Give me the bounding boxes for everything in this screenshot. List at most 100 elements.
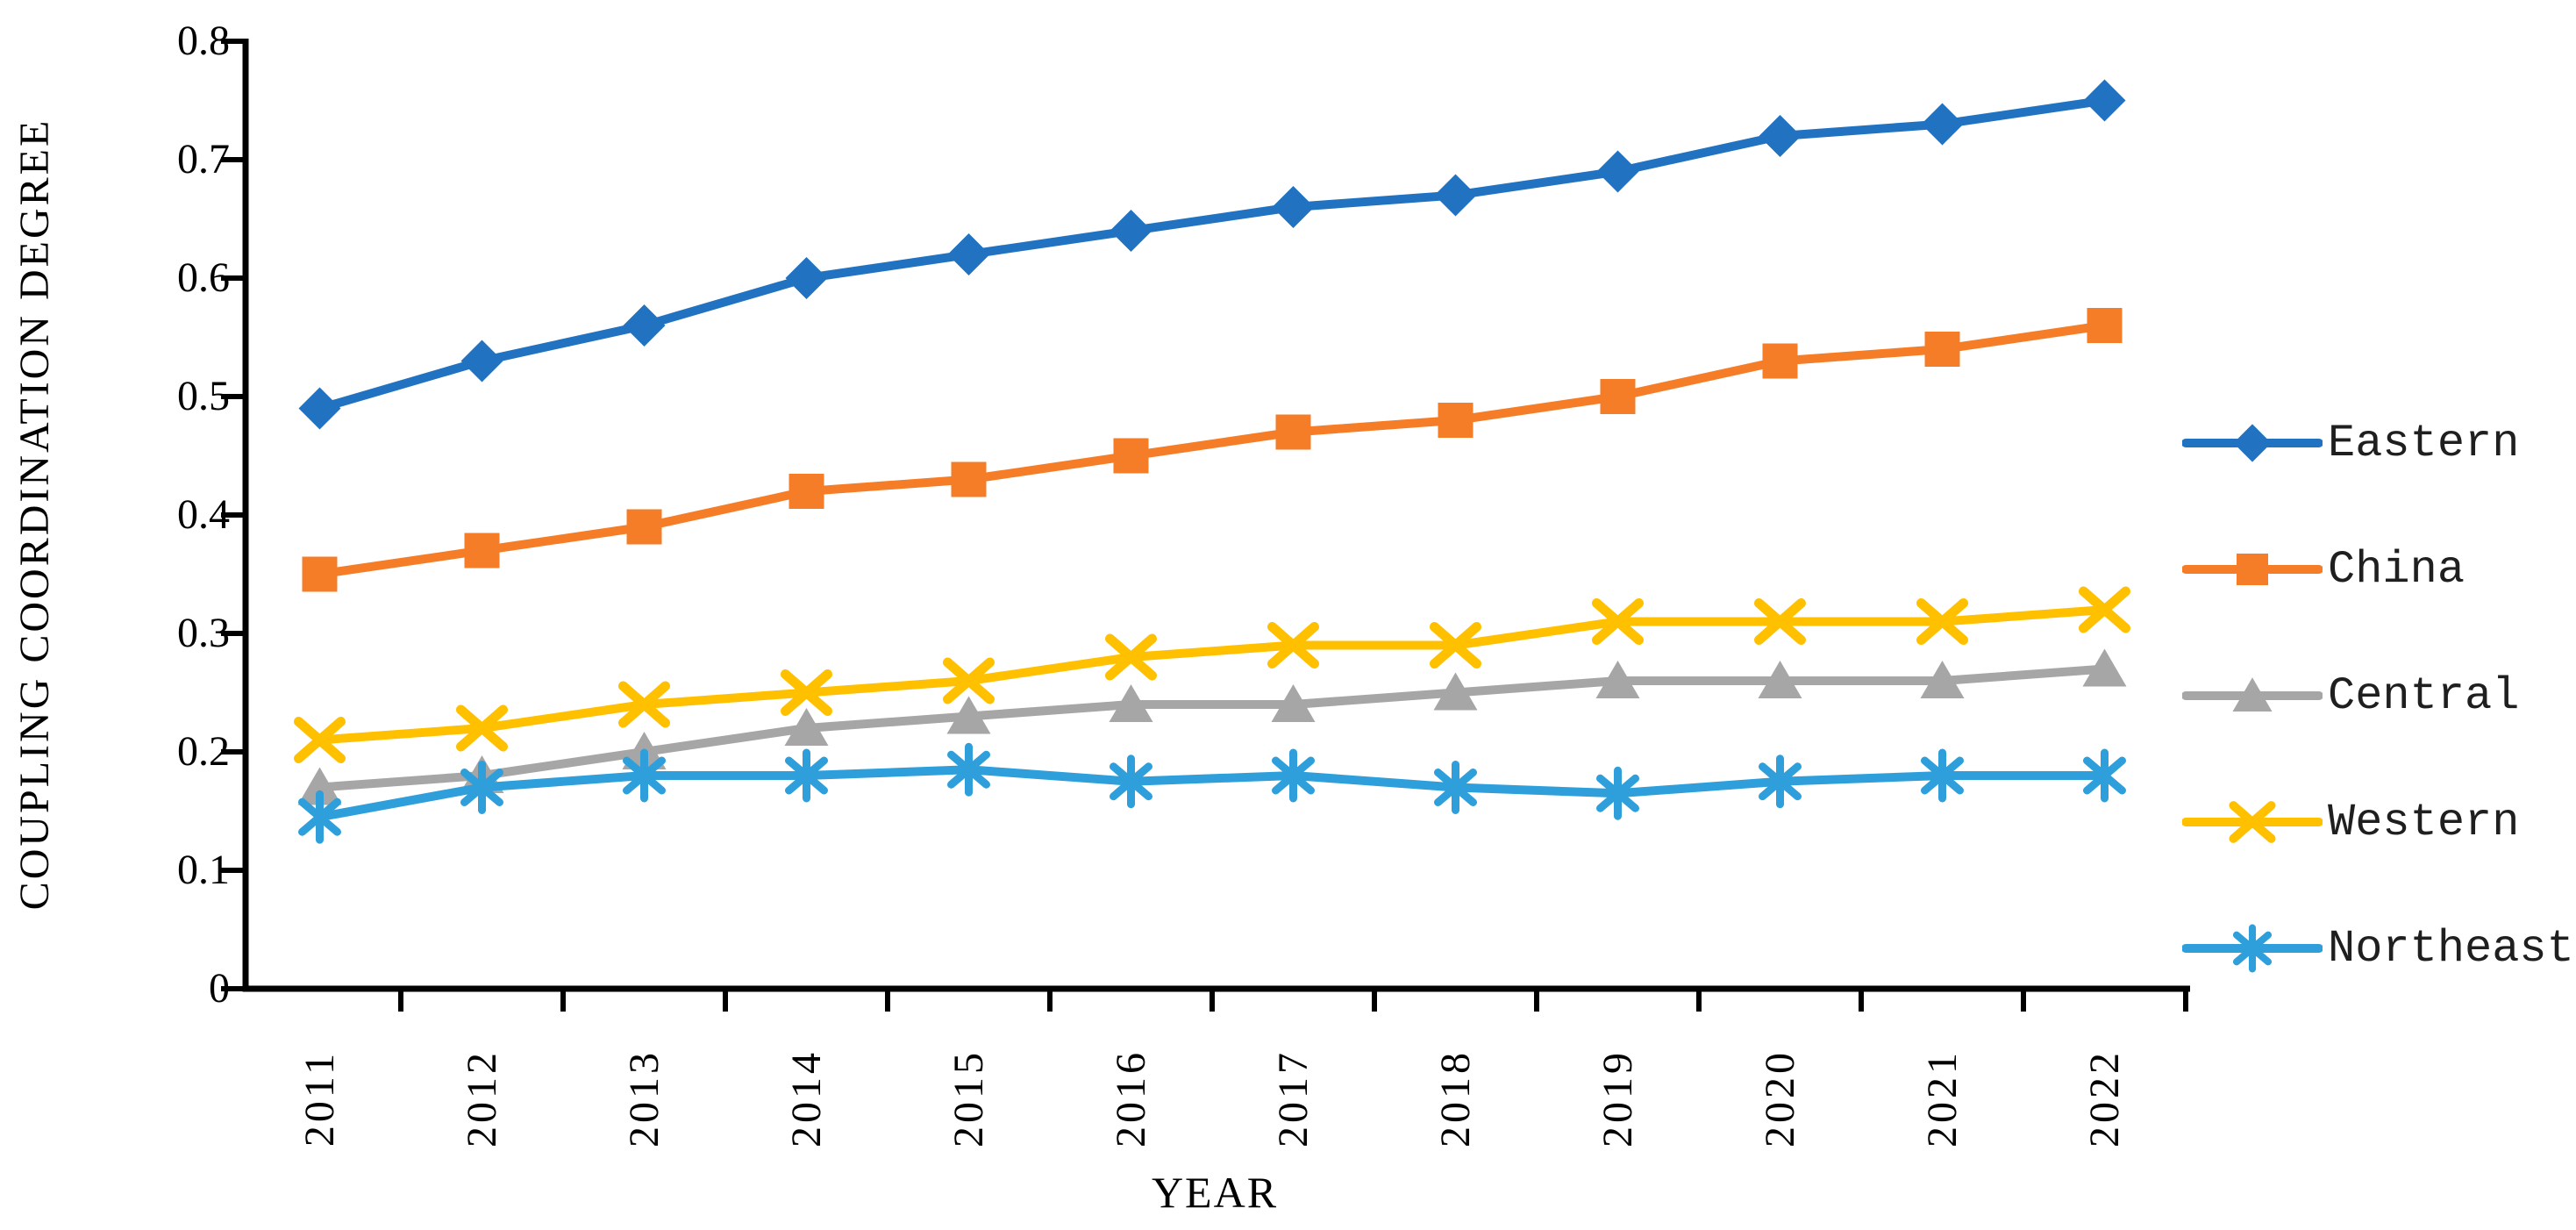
triangle-marker (1920, 661, 1965, 698)
triangle-marker (297, 767, 342, 805)
x-marker (1754, 598, 1806, 645)
legend-item-western: Western (2182, 794, 2519, 850)
x-tick-label-2019: 2019 (1594, 1049, 1641, 1148)
x-marker (1430, 622, 1481, 669)
square-marker (1762, 343, 1798, 379)
diamond-marker (1110, 210, 1152, 252)
asterisk-marker (1110, 754, 1152, 809)
diamond-marker (1921, 103, 1964, 146)
series-line-northeast (315, 765, 2109, 822)
diamond-marker (2083, 79, 2126, 122)
asterisk-marker (1759, 754, 1802, 809)
legend-item-china: China (2182, 541, 2465, 597)
asterisk-marker (1272, 748, 1315, 803)
x-marker (1105, 633, 1157, 681)
square-marker (788, 474, 824, 509)
series-line-central (315, 664, 2109, 792)
square-marker (1924, 332, 1960, 367)
square-marker (464, 533, 500, 569)
series-line-western (315, 605, 2109, 745)
y-tick-label: 0.8 (177, 18, 230, 64)
chart-legend: Eastern China Central Western Northeast (2182, 0, 2576, 1230)
y-tick-label: 0 (209, 965, 230, 1012)
asterisk-marker (1596, 766, 1639, 820)
square-marker (626, 509, 662, 545)
asterisk-marker (298, 790, 341, 844)
asterisk-marker (947, 742, 990, 797)
x-tick-label-2021: 2021 (1918, 1049, 1966, 1148)
x-marker (618, 681, 670, 728)
triangle-legend-swatch (2182, 677, 2323, 712)
square-marker (1275, 414, 1311, 450)
x-tick-label-2011: 2011 (296, 1049, 343, 1148)
x-marker (456, 704, 508, 752)
x-tick-label-2013: 2013 (620, 1049, 667, 1148)
triangle-marker (2232, 677, 2273, 712)
square-marker (1113, 438, 1149, 474)
y-axis-title: COUPLING COORDINATION DEGREE (11, 118, 58, 911)
x-legend-swatch (2182, 801, 2323, 843)
y-tick-label: 0.7 (177, 136, 230, 182)
triangle-marker (1433, 672, 1478, 711)
y-tick-label: 0.6 (177, 254, 230, 301)
x-marker (294, 717, 346, 763)
y-tick-label: 0.4 (177, 491, 230, 538)
asterisk-marker (785, 748, 828, 803)
series-line-china (315, 321, 2109, 579)
legend-label: China (2328, 543, 2465, 596)
legend-label: Eastern (2328, 417, 2520, 469)
square-marker (302, 556, 338, 592)
triangle-marker (946, 696, 991, 734)
asterisk-marker (2232, 924, 2273, 973)
triangle-marker (2082, 648, 2127, 687)
y-tick-label: 0.1 (177, 847, 230, 893)
square-marker (2237, 554, 2268, 585)
triangle-marker (1271, 684, 1316, 722)
legend-item-northeast: Northeast (2182, 920, 2574, 976)
triangle-marker (1109, 684, 1153, 722)
x-tick-label-2012: 2012 (458, 1049, 505, 1148)
asterisk-legend-swatch (2182, 924, 2323, 973)
axis-lines (242, 39, 2190, 992)
x-axis-title: YEAR (1151, 1168, 1279, 1217)
legend-label: Central (2328, 669, 2520, 722)
x-marker (1267, 622, 1319, 669)
square-marker (1600, 379, 1636, 414)
y-tick-label: 0.3 (177, 610, 230, 656)
diamond-marker (947, 233, 990, 275)
diamond-marker (1434, 174, 1477, 217)
diamond-marker (2233, 424, 2272, 462)
asterisk-marker (623, 748, 666, 803)
x-tick-label-2018: 2018 (1431, 1049, 1479, 1148)
diamond-marker (460, 340, 503, 383)
triangle-marker (1595, 661, 1640, 698)
diamond-marker (785, 257, 828, 299)
asterisk-marker (1434, 761, 1477, 814)
y-tick-label: 0.5 (177, 373, 230, 419)
series-line-eastern (315, 96, 2109, 413)
asterisk-marker (1921, 748, 1964, 803)
diamond-marker (1759, 115, 1802, 157)
diamond-marker (1272, 186, 1315, 228)
legend-label: Western (2328, 796, 2520, 848)
legend-item-central: Central (2182, 668, 2519, 724)
square-marker (2087, 308, 2123, 343)
x-marker (2229, 801, 2276, 843)
y-tick-label: 0.2 (177, 728, 230, 775)
legend-label: Northeast (2328, 922, 2574, 975)
square-legend-swatch (2182, 554, 2323, 585)
triangle-marker (784, 708, 829, 746)
triangle-marker (1758, 661, 1802, 698)
diamond-marker (623, 304, 666, 347)
x-marker (943, 657, 995, 704)
diamond-legend-swatch (2182, 424, 2323, 462)
x-marker (1592, 598, 1644, 645)
diamond-marker (298, 387, 341, 430)
x-tick-label-2020: 2020 (1756, 1049, 1803, 1148)
legend-item-eastern: Eastern (2182, 415, 2519, 471)
x-marker (1916, 598, 1968, 645)
square-marker (1438, 403, 1474, 438)
asterisk-marker (2083, 748, 2126, 803)
